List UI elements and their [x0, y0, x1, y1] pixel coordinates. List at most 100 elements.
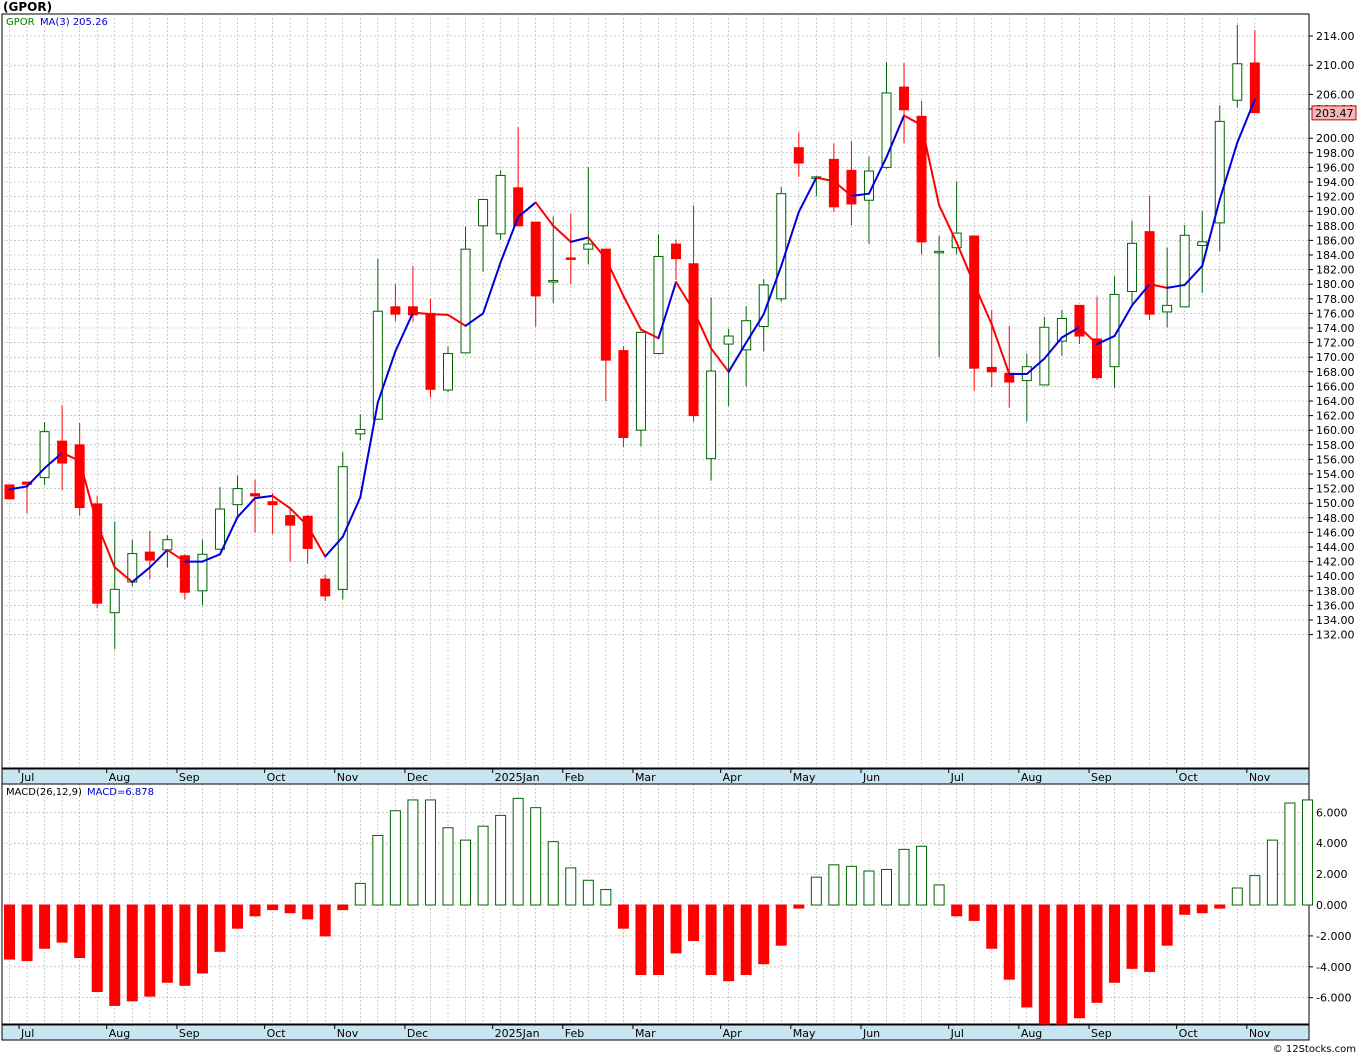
- candle-body-up: [372, 310, 383, 420]
- macd-date-axis-label: Dec: [407, 1027, 428, 1040]
- ma-line-segment: [1218, 141, 1239, 201]
- macd-date-axis-label: Jun: [862, 1027, 880, 1040]
- ma-line-segment: [306, 524, 327, 558]
- macd-bar-positive: [600, 889, 612, 906]
- macd-date-axis-label: Sep: [1091, 1027, 1112, 1040]
- macd-date-axis-label: Nov: [1249, 1027, 1271, 1040]
- ma-line-segment: [1148, 283, 1169, 289]
- price-tick-label: 138.00: [1316, 585, 1355, 598]
- macd-bar-negative: [284, 904, 296, 914]
- candle-body-up: [1214, 120, 1225, 224]
- ma-line-segment: [569, 236, 590, 243]
- macd-bar-negative: [1056, 904, 1068, 1027]
- macd-bar-positive: [530, 807, 542, 906]
- macd-bar-negative: [652, 904, 664, 976]
- candle-body-up: [1056, 318, 1067, 342]
- macd-bar-negative: [1126, 904, 1138, 969]
- macd-bar-negative: [1144, 904, 1156, 972]
- candle-body-up: [635, 331, 646, 431]
- ma-line-segment: [1201, 198, 1221, 267]
- candle-body-up: [583, 243, 594, 250]
- ma-line-segment: [1043, 336, 1063, 360]
- macd-bar-positive: [863, 870, 875, 906]
- ma-line-segment: [254, 494, 274, 500]
- macd-date-axis-label: Feb: [565, 1027, 584, 1040]
- macd-bar-negative: [144, 904, 156, 997]
- macd-bar-positive: [881, 868, 892, 906]
- macd-bar-negative: [74, 904, 86, 959]
- price-tick-label: 156.00: [1316, 453, 1355, 466]
- macd-bar-negative: [161, 904, 173, 983]
- candle-body-down: [425, 312, 436, 390]
- price-tick-label: 214.00: [1316, 30, 1355, 43]
- macd-date-axis-label: Aug: [1021, 1027, 1042, 1040]
- ma-line-segment: [43, 451, 64, 470]
- macd-bar-positive: [845, 865, 857, 906]
- ma-line-segment: [8, 485, 29, 491]
- price-tick-label: 206.00: [1316, 88, 1355, 101]
- price-tick-label: 160.00: [1316, 424, 1355, 437]
- ma-line-segment: [1113, 304, 1134, 338]
- ma-line-segment: [920, 124, 941, 207]
- macd-bar-negative: [109, 904, 121, 1006]
- price-date-axis-label: Nov: [1249, 771, 1271, 784]
- ma-line-segment: [850, 192, 870, 197]
- macd-bar-negative: [1214, 904, 1226, 909]
- macd-date-axis-label: 2025Jan: [495, 1027, 540, 1040]
- ma-line-segment: [534, 201, 555, 227]
- ma-line-segment: [218, 516, 239, 556]
- ma-line-segment: [552, 224, 572, 243]
- last-price-label: 203.47: [1315, 107, 1354, 120]
- price-date-axis-label: Aug: [1021, 771, 1042, 784]
- price-date-axis-label: Aug: [109, 771, 130, 784]
- price-date-axis-label: Dec: [407, 771, 428, 784]
- price-legend-ma: MA(3) 205.26: [40, 17, 108, 28]
- candle-body-down: [1074, 304, 1085, 337]
- macd-bar-positive: [898, 848, 910, 906]
- price-tick-label: 134.00: [1316, 614, 1355, 627]
- macd-bar-positive: [933, 884, 945, 906]
- price-tick-label: 198.00: [1316, 147, 1355, 160]
- ma-line-segment: [990, 323, 1011, 375]
- macd-bar-negative: [232, 904, 244, 929]
- ma-line-segment: [376, 350, 397, 404]
- macd-bar-positive: [424, 799, 436, 906]
- candle-body-down: [1144, 231, 1155, 315]
- macd-bar-positive: [354, 882, 366, 906]
- macd-bar-negative: [91, 904, 103, 993]
- price-tick-label: 150.00: [1316, 497, 1355, 510]
- macd-legend-label: MACD(26,12,9): [6, 787, 82, 798]
- macd-date-axis-label: Oct: [1179, 1027, 1199, 1040]
- candle-body-down: [530, 221, 541, 297]
- last-price-box: [1311, 105, 1357, 121]
- ma-line-segment: [1183, 264, 1204, 286]
- price-tick-label: 192.00: [1316, 191, 1355, 204]
- candle-body-down: [793, 147, 804, 164]
- candle-body-up: [478, 199, 489, 227]
- macd-tick-label: -6.000: [1316, 992, 1351, 1005]
- candle-body-down: [600, 248, 611, 361]
- price-tick-label: 166.00: [1316, 380, 1355, 393]
- candle-body-up: [881, 92, 892, 168]
- ma-line-segment: [639, 328, 660, 340]
- ma-line-segment: [61, 451, 81, 462]
- macd-bar-negative: [319, 904, 331, 937]
- candle-body-down: [969, 235, 980, 369]
- candle-body-up: [1232, 63, 1243, 101]
- price-tick-label: 142.00: [1316, 556, 1355, 569]
- ma-line-segment: [482, 261, 502, 315]
- ma-line-segment: [499, 216, 520, 264]
- ma-line-segment: [166, 548, 186, 563]
- candle-body-up: [723, 335, 734, 345]
- candle-body-down: [828, 158, 839, 208]
- ma-line-segment: [464, 312, 485, 327]
- candle-body-down: [618, 350, 629, 439]
- ma-line-segment: [1025, 357, 1046, 375]
- candle-body-up: [214, 508, 225, 550]
- price-tick-label: 132.00: [1316, 629, 1355, 642]
- macd-bar-negative: [196, 904, 208, 974]
- macd-date-axis-label: Aug: [109, 1027, 130, 1040]
- price-date-axis-label: Oct: [267, 771, 287, 784]
- ma-line-segment: [96, 523, 116, 569]
